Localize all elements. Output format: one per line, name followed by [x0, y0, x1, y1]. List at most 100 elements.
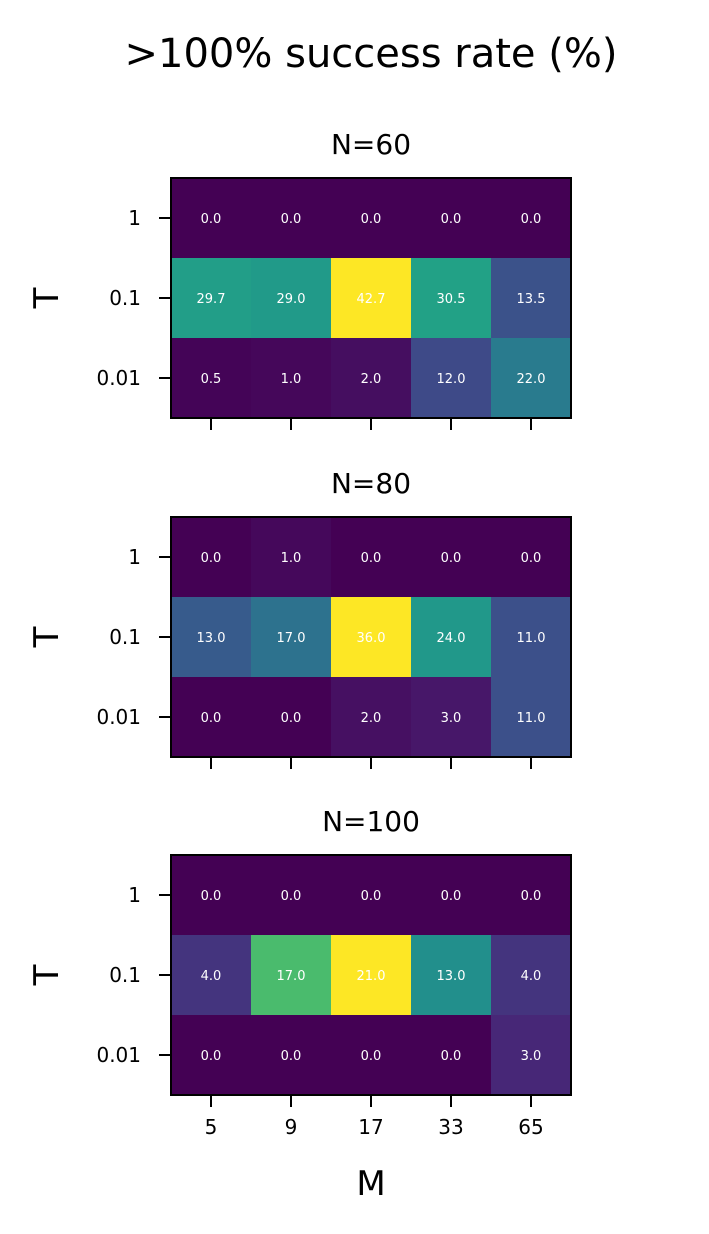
- cell-value-label: 24.0: [437, 631, 466, 646]
- cell-value-label: 29.0: [277, 292, 306, 307]
- heatmap-cell: [171, 258, 251, 338]
- y-axis-label: T: [27, 964, 67, 986]
- heatmap-cell: [411, 855, 491, 935]
- cell-value-label: 2.0: [361, 372, 382, 387]
- heatmap-panel: N=80 0.0 1.0 0.0 0.0 0.0 13.0 17.0 36.0 24.0 11.0 0…: [27, 467, 572, 769]
- cell-value-label: 21.0: [357, 969, 386, 984]
- heatmap-panels: N=60 0.0 0.0 0.0 0.0 0.0 29.7 29.0 42.7 30.5 13.5 0…: [27, 128, 572, 1107]
- cell-value-label: 0.0: [361, 212, 382, 227]
- heatmap-cell: [411, 677, 491, 757]
- heatmap-cell: [491, 338, 571, 418]
- heatmap-cell: [331, 178, 411, 258]
- cell-value-label: 0.0: [281, 1049, 302, 1064]
- cell-value-label: 1.0: [281, 372, 302, 387]
- y-tick-label: 1: [128, 883, 141, 907]
- cell-value-label: 29.7: [197, 292, 226, 307]
- cell-value-label: 0.0: [281, 889, 302, 904]
- shared-x-axis: M 5 9 17 33 65: [205, 1115, 544, 1204]
- heatmap-cell: [251, 597, 331, 677]
- cell-value-label: 0.0: [361, 551, 382, 566]
- y-tick-label: 1: [128, 206, 141, 230]
- cell-value-label: 0.0: [201, 551, 222, 566]
- cell-value-label: 13.0: [197, 631, 226, 646]
- cell-value-label: 0.0: [281, 711, 302, 726]
- heatmap-cell: [331, 517, 411, 597]
- heatmap-cell: [251, 1015, 331, 1095]
- cell-value-label: 0.0: [361, 889, 382, 904]
- heatmap-cell: [251, 178, 331, 258]
- cell-value-label: 0.0: [441, 551, 462, 566]
- y-tick-label: 0.1: [109, 963, 141, 987]
- heatmap-cell: [491, 178, 571, 258]
- heatmap-cell: [491, 677, 571, 757]
- heatmap-cell: [251, 338, 331, 418]
- x-tick-label: 9: [285, 1115, 298, 1139]
- heatmap-cell: [171, 677, 251, 757]
- cell-value-label: 0.0: [361, 1049, 382, 1064]
- heatmap-panel: N=60 0.0 0.0 0.0 0.0 0.0 29.7 29.0 42.7 30.5 13.5 0…: [27, 128, 572, 430]
- cell-value-label: 4.0: [201, 969, 222, 984]
- heatmap-cell: [171, 935, 251, 1015]
- heatmap-cell: [331, 338, 411, 418]
- heatmap-cell: [251, 855, 331, 935]
- heatmap-cell: [331, 855, 411, 935]
- heatmap-cell: [251, 677, 331, 757]
- cell-value-label: 36.0: [357, 631, 386, 646]
- heatmap-cell: [251, 258, 331, 338]
- heatmap-cell: [491, 517, 571, 597]
- cell-value-label: 13.5: [517, 292, 546, 307]
- cell-value-label: 0.0: [441, 889, 462, 904]
- cell-value-label: 13.0: [437, 969, 466, 984]
- heatmap-cell: [411, 1015, 491, 1095]
- x-tick-label: 65: [518, 1115, 543, 1139]
- y-tick-label: 0.01: [96, 1043, 141, 1067]
- y-tick-label: 1: [128, 545, 141, 569]
- panel-title: N=80: [331, 467, 411, 500]
- cell-value-label: 0.0: [201, 212, 222, 227]
- cell-value-label: 0.0: [201, 711, 222, 726]
- cell-value-label: 17.0: [277, 969, 306, 984]
- cell-value-label: 11.0: [517, 711, 546, 726]
- heatmap-cell: [491, 258, 571, 338]
- y-tick-label: 0.1: [109, 625, 141, 649]
- cell-value-label: 0.0: [441, 212, 462, 227]
- heatmap-cell: [171, 1015, 251, 1095]
- cell-value-label: 22.0: [517, 372, 546, 387]
- heatmap-cell: [491, 597, 571, 677]
- heatmap-cell: [491, 855, 571, 935]
- cell-value-label: 17.0: [277, 631, 306, 646]
- panel-title: N=60: [331, 128, 411, 161]
- heatmap-cell: [331, 935, 411, 1015]
- cell-value-label: 0.0: [521, 212, 542, 227]
- cell-value-label: 0.0: [441, 1049, 462, 1064]
- cell-value-label: 0.0: [201, 1049, 222, 1064]
- cell-value-label: 12.0: [437, 372, 466, 387]
- heatmap-cell: [171, 597, 251, 677]
- heatmap-cell: [171, 855, 251, 935]
- heatmap-cell: [251, 517, 331, 597]
- cell-value-label: 1.0: [281, 551, 302, 566]
- cell-value-label: 11.0: [517, 631, 546, 646]
- heatmap-cell: [491, 935, 571, 1015]
- heatmap-cell: [171, 517, 251, 597]
- heatmap-cell: [411, 338, 491, 418]
- y-axis-label: T: [27, 287, 67, 309]
- y-tick-label: 0.01: [96, 366, 141, 390]
- heatmap-cell: [411, 178, 491, 258]
- cell-value-label: 0.0: [521, 551, 542, 566]
- figure-title: >100% success rate (%): [125, 31, 618, 77]
- cell-value-label: 42.7: [357, 292, 386, 307]
- heatmap-cell: [411, 935, 491, 1015]
- heatmap-cell: [411, 517, 491, 597]
- heatmap-cell: [331, 1015, 411, 1095]
- heatmap-cell: [171, 338, 251, 418]
- x-axis-label: M: [356, 1164, 385, 1204]
- cell-value-label: 3.0: [521, 1049, 542, 1064]
- cell-value-label: 0.0: [281, 212, 302, 227]
- heatmap-cell: [411, 597, 491, 677]
- cell-value-label: 0.0: [521, 889, 542, 904]
- panel-title: N=100: [322, 805, 420, 838]
- cell-value-label: 0.0: [201, 889, 222, 904]
